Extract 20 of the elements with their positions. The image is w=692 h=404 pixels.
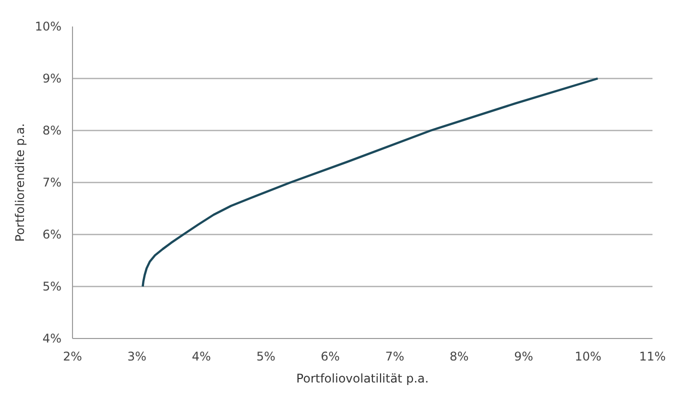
x-tick-label: 6%	[320, 350, 340, 364]
x-tick-label: 3%	[127, 350, 146, 364]
x-tick-label: 4%	[192, 350, 211, 364]
x-tick-label: 9%	[514, 350, 534, 364]
x-tick-label: 10%	[574, 350, 602, 364]
line-series	[142, 77, 599, 288]
y-tick-label: 6%	[42, 228, 62, 242]
x-tick-label: 5%	[256, 350, 276, 364]
y-tick-label: 10%	[34, 20, 62, 34]
y-tick-label: 4%	[42, 332, 62, 346]
x-tick-label: 11%	[639, 350, 666, 364]
x-tick-label: 7%	[385, 350, 404, 364]
y-tick-label: 9%	[42, 72, 62, 86]
y-axis-title: Portfoliorendite p.a.	[12, 123, 27, 242]
y-tick-label: 7%	[42, 176, 62, 190]
y-tick-label: 8%	[42, 124, 62, 138]
y-tick-label: 5%	[42, 280, 62, 294]
x-tick-label: 2%	[62, 350, 82, 364]
x-axis-title: Portfoliovolatilität p.a.	[296, 372, 429, 386]
x-tick-label: 8%	[450, 350, 469, 364]
